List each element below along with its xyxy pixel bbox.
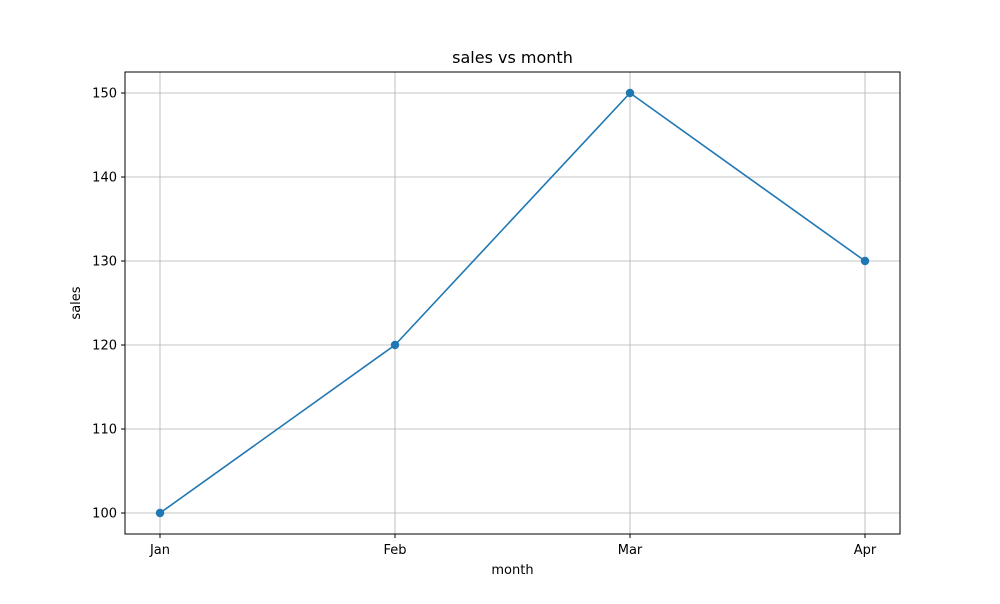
data-point-apr bbox=[860, 256, 870, 266]
x-tick-label: Feb bbox=[383, 543, 406, 558]
x-axis-ticks: Jan Feb Mar Apr bbox=[149, 534, 877, 558]
y-tick-label: 100 bbox=[92, 507, 117, 522]
x-tick-label: Mar bbox=[618, 543, 643, 558]
data-point-feb bbox=[390, 340, 400, 350]
x-axis-label: month bbox=[491, 563, 533, 578]
series-line bbox=[159, 92, 866, 514]
y-tick-label: 120 bbox=[92, 339, 117, 354]
y-axis-ticks: 100 110 120 130 140 150 bbox=[92, 87, 125, 522]
grid bbox=[125, 72, 900, 534]
y-tick-label: 140 bbox=[92, 171, 117, 186]
data-point-mar bbox=[625, 88, 635, 98]
chart-title: sales vs month bbox=[452, 48, 573, 67]
data-point-jan bbox=[155, 508, 165, 518]
y-tick-label: 110 bbox=[92, 423, 117, 438]
series-layer bbox=[155, 88, 870, 518]
x-tick-label: Jan bbox=[149, 543, 170, 558]
x-tick-label: Apr bbox=[854, 543, 877, 558]
plot-area-frame bbox=[124, 71, 901, 535]
y-tick-label: 150 bbox=[92, 87, 117, 102]
y-axis-label: sales bbox=[69, 286, 84, 319]
y-tick-label: 130 bbox=[92, 255, 117, 270]
